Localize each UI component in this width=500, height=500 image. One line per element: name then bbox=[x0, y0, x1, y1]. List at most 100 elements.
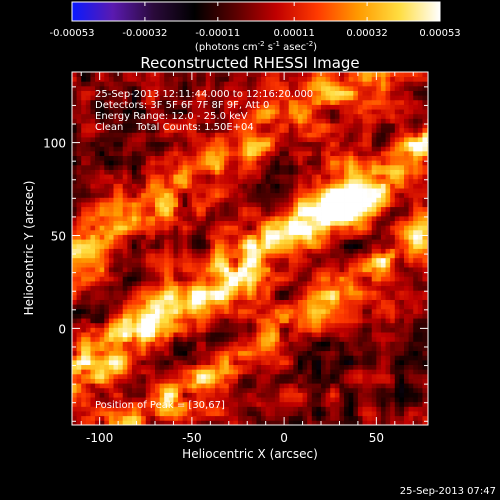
heatmap-cell bbox=[238, 155, 244, 161]
heatmap-cell bbox=[81, 392, 87, 398]
heatmap-cell bbox=[316, 397, 322, 403]
heatmap-cell bbox=[219, 215, 225, 222]
heatmap-cell bbox=[99, 118, 105, 124]
heatmap-cell bbox=[274, 234, 280, 240]
heatmap-cell bbox=[247, 318, 253, 324]
heatmap-cell bbox=[95, 234, 101, 240]
heatmap-cell bbox=[228, 188, 234, 194]
heatmap-cell bbox=[339, 127, 345, 133]
heatmap-cell bbox=[242, 188, 248, 194]
heatmap-cell bbox=[219, 160, 225, 166]
heatmap-cell bbox=[90, 392, 96, 398]
heatmap-cell bbox=[173, 178, 179, 184]
heatmap-cell bbox=[274, 248, 280, 254]
heatmap-cell bbox=[187, 81, 193, 87]
heatmap-cell bbox=[113, 118, 119, 124]
heatmap-cell bbox=[316, 141, 322, 147]
heatmap-cell bbox=[297, 420, 303, 425]
heatmap-cell bbox=[256, 141, 262, 147]
heatmap-cell bbox=[99, 401, 105, 407]
heatmap-cell bbox=[164, 359, 170, 366]
heatmap-cell bbox=[191, 406, 197, 412]
heatmap-cell bbox=[159, 206, 165, 212]
heatmap-cell bbox=[279, 308, 285, 314]
heatmap-cell bbox=[284, 397, 290, 403]
heatmap-cell bbox=[187, 378, 193, 384]
heatmap-cell bbox=[141, 127, 147, 133]
heatmap-cell bbox=[210, 206, 216, 212]
heatmap-cell bbox=[219, 146, 225, 152]
heatmap-cell bbox=[265, 378, 271, 384]
heatmap-cell bbox=[173, 160, 179, 166]
heatmap-cell bbox=[233, 150, 239, 156]
heatmap-cell bbox=[219, 225, 225, 231]
heatmap-cell bbox=[99, 355, 105, 361]
heatmap-cell bbox=[348, 104, 354, 110]
heatmap-cell bbox=[293, 164, 299, 170]
heatmap-cell bbox=[321, 308, 327, 314]
heatmap-cell bbox=[284, 327, 290, 333]
heatmap-cell bbox=[316, 257, 322, 263]
heatmap-cell bbox=[210, 150, 216, 156]
heatmap-cell bbox=[247, 169, 253, 175]
heatmap-cell bbox=[187, 383, 193, 389]
heatmap-cell bbox=[247, 276, 253, 282]
heatmap-cell bbox=[357, 248, 363, 254]
heatmap-cell bbox=[104, 248, 110, 254]
heatmap-cell bbox=[164, 202, 170, 208]
heatmap-cell bbox=[228, 257, 234, 263]
heatmap-cell bbox=[357, 155, 363, 161]
heatmap-cell bbox=[205, 397, 211, 403]
heatmap-cell bbox=[191, 192, 197, 198]
heatmap-cell bbox=[233, 383, 239, 389]
heatmap-cell bbox=[325, 262, 331, 268]
heatmap-cell bbox=[72, 373, 78, 379]
heatmap-cell bbox=[261, 304, 267, 310]
heatmap-cell bbox=[99, 359, 105, 366]
heatmap-cell bbox=[118, 397, 124, 403]
heatmap-cell bbox=[118, 411, 124, 417]
heatmap-cell bbox=[150, 95, 156, 101]
heatmap-cell bbox=[210, 411, 216, 417]
heatmap-cell bbox=[90, 90, 96, 96]
heatmap-cell bbox=[219, 95, 225, 101]
heatmap-cell bbox=[131, 262, 137, 268]
heatmap-cell bbox=[196, 346, 202, 352]
heatmap-cell bbox=[85, 383, 91, 389]
heatmap-cell bbox=[228, 95, 234, 101]
heatmap-cell bbox=[95, 146, 101, 152]
heatmap-cell bbox=[108, 397, 114, 403]
heatmap-cell bbox=[168, 169, 174, 175]
heatmap-cell bbox=[122, 276, 128, 282]
heatmap-cell bbox=[233, 364, 239, 370]
heatmap-cell bbox=[95, 378, 101, 384]
heatmap-cell bbox=[99, 271, 105, 277]
heatmap-cell bbox=[168, 220, 174, 226]
heatmap-cell bbox=[113, 72, 119, 78]
heatmap-cell bbox=[76, 276, 82, 282]
heatmap-cell bbox=[371, 406, 377, 412]
heatmap-cell bbox=[191, 350, 197, 356]
heatmap-cell bbox=[270, 378, 276, 384]
heatmap-cell bbox=[210, 99, 216, 105]
heatmap-cell bbox=[247, 248, 253, 254]
heatmap-cell bbox=[307, 160, 313, 166]
heatmap-cell bbox=[265, 113, 271, 119]
heatmap-cell bbox=[108, 81, 114, 87]
heatmap-cell bbox=[284, 150, 290, 156]
heatmap-cell bbox=[127, 155, 133, 161]
heatmap-cell bbox=[113, 276, 119, 282]
heatmap-cell bbox=[302, 350, 308, 356]
heatmap-cell bbox=[104, 137, 110, 143]
heatmap-cell bbox=[288, 197, 294, 203]
heatmap-cell bbox=[353, 225, 359, 231]
heatmap-cell bbox=[113, 220, 119, 226]
heatmap-cell bbox=[113, 90, 119, 96]
heatmap-cell bbox=[201, 220, 207, 226]
heatmap-cell bbox=[251, 392, 257, 398]
heatmap-cell bbox=[242, 281, 248, 287]
heatmap-cell bbox=[247, 76, 253, 82]
heatmap-cell bbox=[95, 229, 101, 235]
heatmap-cell bbox=[233, 406, 239, 412]
heatmap-cell bbox=[233, 85, 239, 91]
